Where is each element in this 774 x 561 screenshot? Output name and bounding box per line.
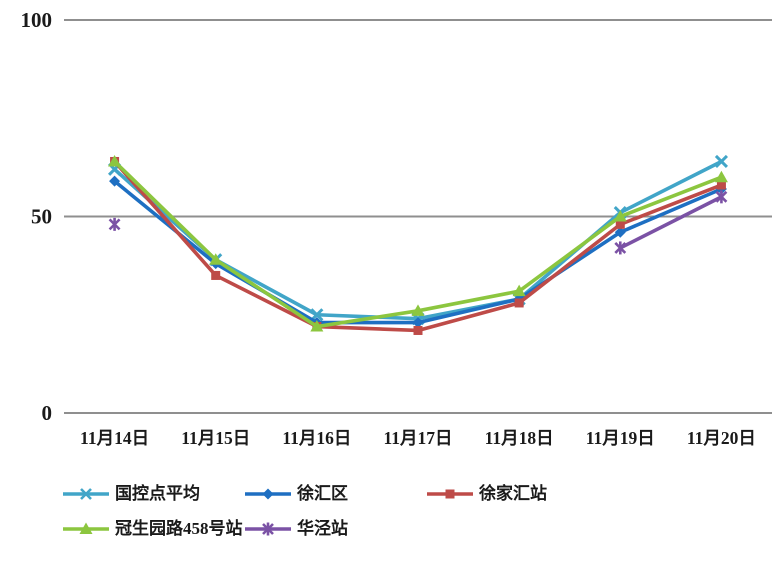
legend-item-2: 徐家汇站	[427, 484, 547, 504]
legend-label: 华泾站	[297, 519, 348, 538]
legend-item-0: 国控点平均	[63, 484, 200, 504]
series-line-1	[416, 297, 521, 325]
series-line-3	[416, 289, 521, 313]
x-tick-label: 11月17日	[383, 428, 452, 448]
series-line-0	[315, 312, 420, 321]
legend-marker-asterisk-icon	[245, 522, 291, 536]
legend-marker-diamond-icon	[245, 488, 291, 500]
legend-label: 国控点平均	[115, 484, 200, 503]
data-point-marker-triangle	[108, 154, 122, 167]
data-point-marker-triangle	[209, 253, 223, 265]
data-point-marker-diamond	[614, 226, 626, 238]
x-tick-label: 11月18日	[485, 428, 554, 448]
series-line-0	[618, 159, 724, 215]
data-point-marker-square	[413, 325, 423, 335]
legend-item-4: 华泾站	[245, 519, 348, 539]
series-line-2	[416, 301, 521, 333]
series-line-3	[517, 214, 623, 293]
series-line-3	[618, 175, 724, 219]
series-line-2	[517, 222, 623, 305]
legend-label: 徐家汇站	[479, 484, 547, 503]
x-tick-label: 11月15日	[181, 428, 250, 448]
x-tick-label: 11月16日	[282, 428, 351, 448]
series-line-2	[618, 183, 724, 227]
series-line-3	[112, 159, 218, 262]
series-line-1	[112, 179, 218, 266]
series-line-2	[213, 273, 319, 329]
data-point-marker-x	[714, 154, 728, 169]
y-tick-label: 100	[21, 8, 53, 32]
data-point-marker-triangle	[714, 170, 728, 183]
data-point-marker-square	[615, 219, 625, 229]
x-tick-label: 11月14日	[80, 428, 149, 448]
data-point-marker-triangle	[310, 320, 324, 332]
data-point-marker-triangle	[411, 304, 425, 316]
series-line-2	[112, 159, 218, 278]
legend-marker-triangle-icon	[63, 522, 109, 534]
data-point-marker-triangle	[512, 284, 526, 297]
series-line-3	[315, 309, 420, 329]
series-line-2	[315, 324, 420, 333]
legend-item-3: 冠生园路458号站	[63, 519, 243, 539]
y-tick-label: 0	[42, 401, 53, 425]
data-point-marker-square	[514, 298, 524, 308]
data-point-marker-diamond	[109, 175, 121, 187]
series-line-1	[618, 187, 724, 235]
legend-item-1: 徐汇区	[245, 484, 348, 504]
series-line-3	[213, 257, 319, 329]
x-tick-label: 11月19日	[586, 428, 655, 448]
line-chart-canvas: 0 50 100 11月14日 11月15日 11月16日 11月17日 11月18日 11月1…	[21, 8, 772, 448]
legend-label: 徐汇区	[297, 484, 348, 503]
y-tick-label: 50	[31, 205, 52, 229]
data-point-marker-triangle	[613, 210, 627, 222]
data-point-marker-diamond	[412, 317, 424, 329]
x-tick-label: 11月20日	[687, 428, 756, 448]
legend-marker-square-icon	[427, 489, 473, 499]
legend-label: 冠生园路458号站	[115, 519, 243, 538]
series-line-4	[618, 195, 724, 250]
legend-marker-x-icon	[63, 488, 109, 500]
data-point-marker-square	[716, 180, 726, 190]
data-point-marker-square	[211, 270, 221, 280]
